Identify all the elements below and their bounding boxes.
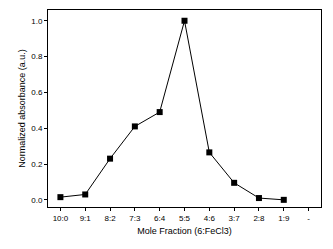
svg-text:0.4: 0.4: [31, 124, 43, 133]
svg-text:Normalized absorbance (a.u.): Normalized absorbance (a.u.): [17, 49, 27, 168]
svg-text:6:4: 6:4: [154, 214, 166, 223]
svg-text:1.0: 1.0: [31, 17, 43, 26]
svg-text:10:0: 10:0: [53, 214, 69, 223]
svg-text:0.2: 0.2: [31, 160, 43, 169]
svg-text:5:5: 5:5: [179, 214, 191, 223]
svg-text:1:9: 1:9: [278, 214, 290, 223]
svg-text:0.8: 0.8: [31, 52, 43, 61]
svg-text:-: -: [307, 214, 310, 223]
svg-text:0.6: 0.6: [31, 88, 43, 97]
svg-text:9:1: 9:1: [80, 214, 92, 223]
svg-text:0.0: 0.0: [31, 196, 43, 205]
svg-text:Mole Fraction (6:FeCl3): Mole Fraction (6:FeCl3): [137, 226, 232, 236]
svg-text:7:3: 7:3: [129, 214, 141, 223]
svg-text:4:6: 4:6: [204, 214, 216, 223]
svg-text:3:7: 3:7: [229, 214, 241, 223]
svg-text:2:8: 2:8: [253, 214, 265, 223]
svg-text:8:2: 8:2: [104, 214, 116, 223]
